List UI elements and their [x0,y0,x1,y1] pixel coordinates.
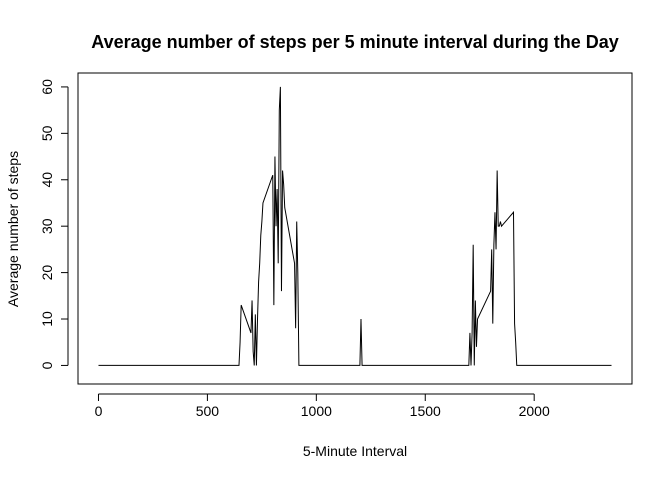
y-tick-label: 20 [39,265,55,281]
y-tick-label: 30 [39,218,55,234]
x-tick-label: 2000 [519,403,550,419]
x-tick-label: 1000 [301,403,332,419]
y-tick-label: 10 [39,311,55,327]
y-tick-label: 60 [39,79,55,95]
x-tick-label: 0 [95,403,103,419]
plot-area-frame [77,72,633,385]
x-tick-label: 1500 [410,403,441,419]
y-axis-label: Average number of steps [5,151,21,307]
y-tick-label: 40 [39,172,55,188]
y-tick-label: 0 [39,361,55,369]
x-tick-label: 500 [196,403,220,419]
x-axis: 0 500 1000 1500 2000 [95,393,550,419]
chart-title: Average number of steps per 5 minute int… [91,32,618,52]
x-axis-label: 5-Minute Interval [303,443,407,459]
y-tick-label: 50 [39,125,55,141]
y-axis: 0 10 20 30 40 50 60 [39,79,69,369]
steps-series-line [98,86,612,366]
